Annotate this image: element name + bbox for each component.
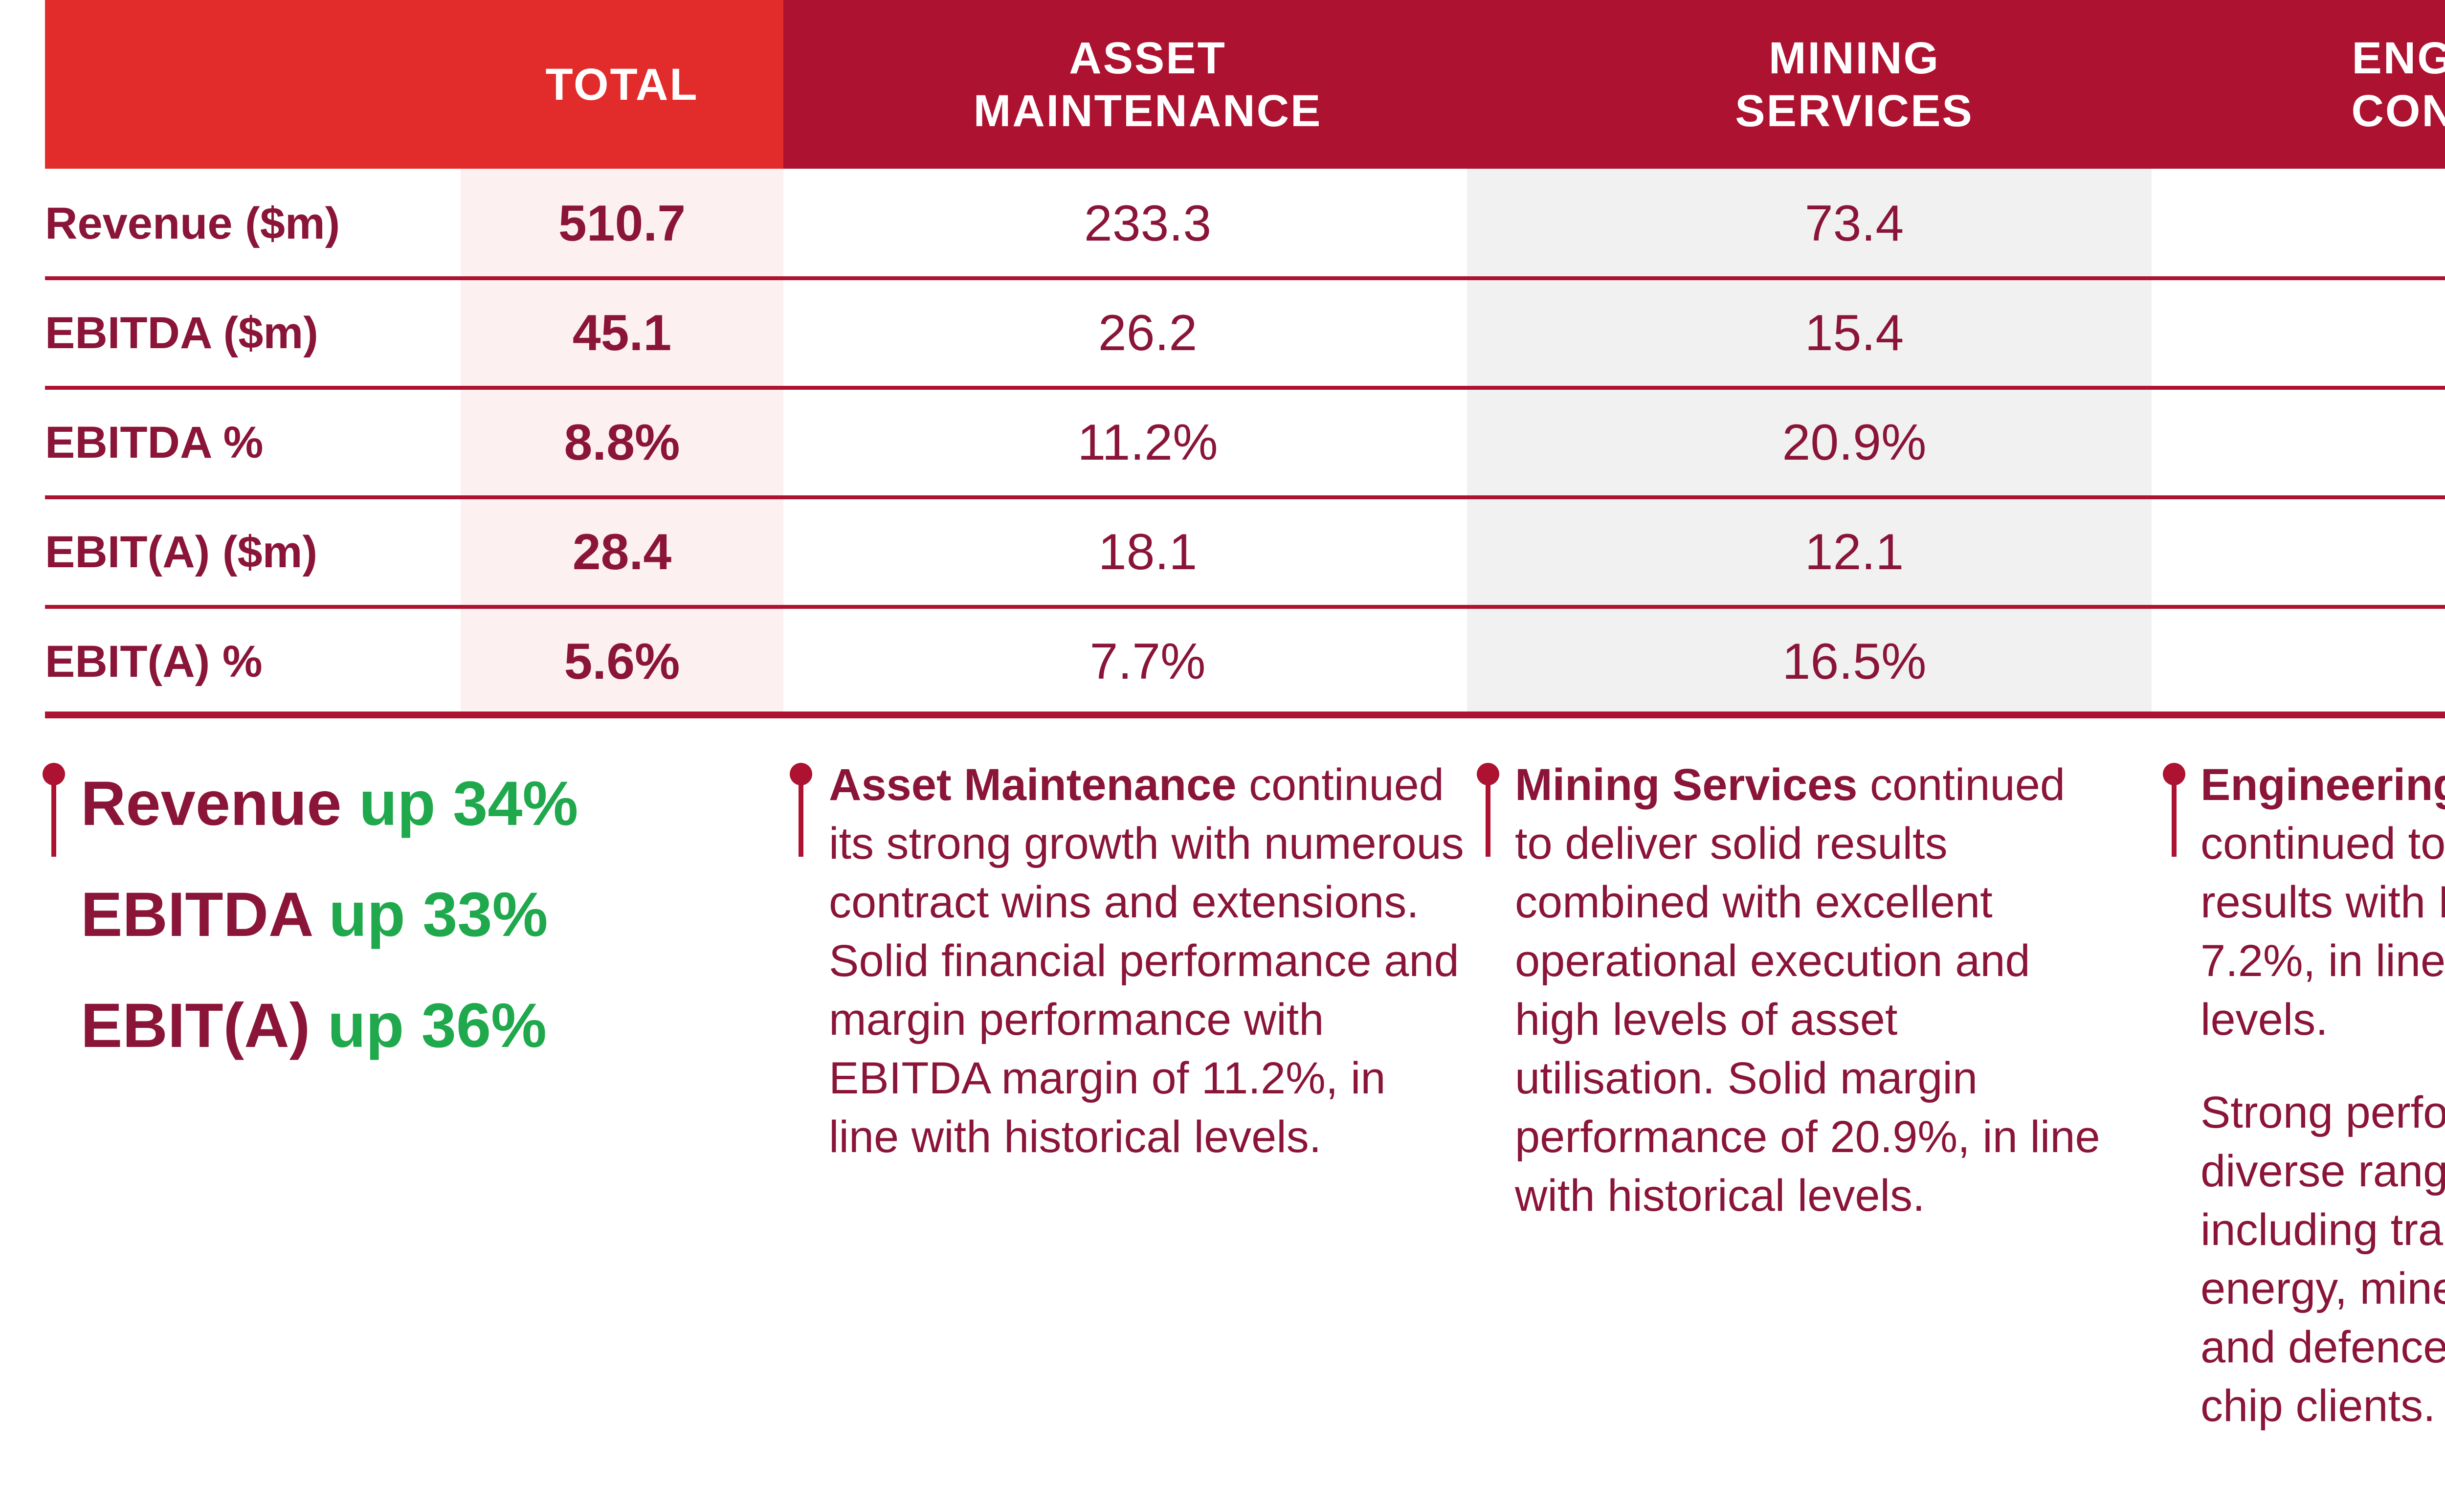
- value-cell: 20.9%: [1782, 414, 1927, 471]
- total-value-cell: 8.8%: [564, 414, 680, 471]
- total-column-shade: [461, 169, 783, 715]
- row-divider: [45, 495, 2445, 499]
- value-cell: 10.2: [2197, 497, 2445, 607]
- commentary-text: continued to deliver solid results with …: [2200, 819, 2445, 1045]
- table-row: EBITDA %8.8%11.2%20.9%7.2%(2.2%): [45, 388, 2445, 497]
- row-label: Revenue ($m): [45, 198, 340, 248]
- value-cell: 5.0%: [2197, 607, 2445, 716]
- commentary-text: continued its strong growth with numerou…: [829, 760, 1464, 1162]
- highlight-metric: Revenue: [81, 769, 342, 839]
- row-divider: [45, 386, 2445, 390]
- value-cell: 18.1: [1098, 523, 1198, 580]
- total-value-cell: 510.7: [558, 195, 686, 252]
- header-total: TOTAL: [461, 0, 783, 169]
- row-label: EBITDA %: [45, 417, 264, 467]
- commentary-mining-services: Mining Services continued to deliver sol…: [1515, 756, 2102, 1225]
- row-divider: [45, 605, 2445, 609]
- total-value-cell: 28.4: [572, 523, 672, 580]
- commentary-title: Asset Maintenance: [829, 760, 1237, 810]
- row-label: EBIT(A) ($m): [45, 527, 318, 577]
- table-row: EBIT(A) ($m)28.418.112.110.2(12.0): [45, 497, 2445, 607]
- pin-icon: [40, 763, 67, 857]
- pin-icon: [787, 763, 815, 857]
- highlight-ebitda: EBITDA up 33%: [81, 879, 548, 951]
- total-value-cell: 45.1: [572, 304, 672, 361]
- value-cell: 26.2: [1098, 304, 1198, 361]
- value-cell: 73.4: [1804, 195, 1904, 252]
- commentary-text: continued to deliver solid results combi…: [1515, 760, 2100, 1221]
- highlight-ebita: EBIT(A) up 36%: [81, 990, 547, 1062]
- header-asset-maintenance: ASSET MAINTENANCE: [783, 0, 1512, 169]
- table-row: EBIT(A) %5.6%7.7%16.5%5.0%(2.4%): [45, 607, 2445, 716]
- pin-icon: [2160, 763, 2188, 857]
- commentary-title: Engineering & Construction: [2200, 760, 2445, 810]
- header-label: MINING SERVICES: [1735, 33, 1974, 136]
- row-divider: [45, 276, 2445, 280]
- commentary-engineering-construction-2: Strong performance across a diverse rang…: [2200, 1083, 2445, 1435]
- header-mining-services: MINING SERVICES: [1512, 0, 2197, 169]
- highlight-change: up 34%: [359, 769, 578, 839]
- commentary-engineering-construction: Engineering & Construction continued to …: [2200, 756, 2445, 1049]
- table-bottom-rule: [45, 712, 2445, 718]
- value-cell: 233.3: [1084, 195, 1212, 252]
- table-header: TOTAL ASSET MAINTENANCE MINING SERVICES …: [45, 0, 2445, 169]
- commentary-title: Mining Services: [1515, 760, 1858, 810]
- commentary-text: Strong performance across a diverse rang…: [2200, 1088, 2445, 1431]
- header-label: ASSET MAINTENANCE: [973, 33, 1322, 136]
- value-cell: 14.8: [2197, 278, 2445, 388]
- highlight-change: up 33%: [329, 880, 548, 950]
- header-label: TOTAL: [545, 59, 699, 110]
- highlight-metric: EBIT(A): [81, 991, 311, 1061]
- value-cell: 7.2%: [2197, 388, 2445, 497]
- row-label: EBITDA ($m): [45, 308, 318, 358]
- row-label: EBIT(A) %: [45, 636, 263, 687]
- header-engineering-construction: ENGINEERING & CONSTRUCTION: [2197, 0, 2445, 169]
- value-cell: 15.4: [1804, 304, 1904, 361]
- header-blank-cell: [45, 0, 461, 169]
- value-cell: 16.5%: [1782, 633, 1927, 690]
- value-cell: 203.9: [2197, 169, 2445, 278]
- header-segments-band: [783, 0, 2445, 169]
- value-cell: 12.1: [1804, 523, 1904, 580]
- header-label: ENGINEERING & CONSTRUCTION: [2351, 33, 2445, 136]
- highlight-revenue: Revenue up 34%: [81, 768, 578, 840]
- pin-icon: [1474, 763, 1502, 857]
- total-value-cell: 5.6%: [564, 633, 680, 690]
- highlight-change: up 36%: [327, 991, 547, 1061]
- table-row: EBITDA ($m)45.126.215.414.8(11.3): [45, 278, 2445, 388]
- value-cell: 11.2%: [1077, 414, 1218, 471]
- commentary-asset-maintenance: Asset Maintenance continued its strong g…: [829, 756, 1465, 1166]
- mining-column-shade: [1467, 169, 2152, 715]
- value-cell: 7.7%: [1089, 633, 1206, 690]
- highlight-metric: EBITDA: [81, 880, 311, 950]
